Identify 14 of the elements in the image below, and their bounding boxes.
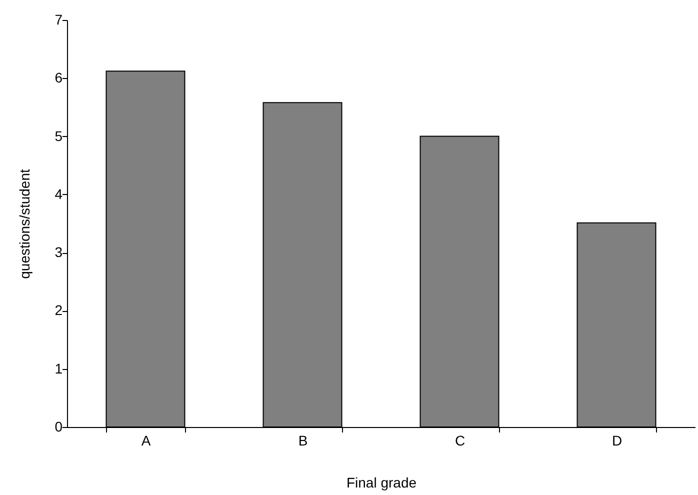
x-tick-label: A (141, 432, 152, 448)
y-tick-label: 3 (54, 244, 63, 260)
y-tick-label: 4 (54, 186, 63, 202)
y-tick-label: 2 (54, 302, 63, 318)
y-axis-title: questions/student (16, 169, 33, 279)
x-tick-label: C (454, 432, 466, 448)
y-tick-label: 1 (54, 360, 63, 376)
y-tick-label: 5 (54, 128, 63, 144)
y-tick-label: 7 (54, 12, 63, 28)
y-tick-label: 0 (54, 418, 63, 434)
x-axis-title: Final grade (346, 474, 417, 490)
x-tick-label: B (298, 432, 308, 448)
y-tick-label: 6 (54, 70, 63, 86)
x-tick-label: D (612, 432, 622, 448)
